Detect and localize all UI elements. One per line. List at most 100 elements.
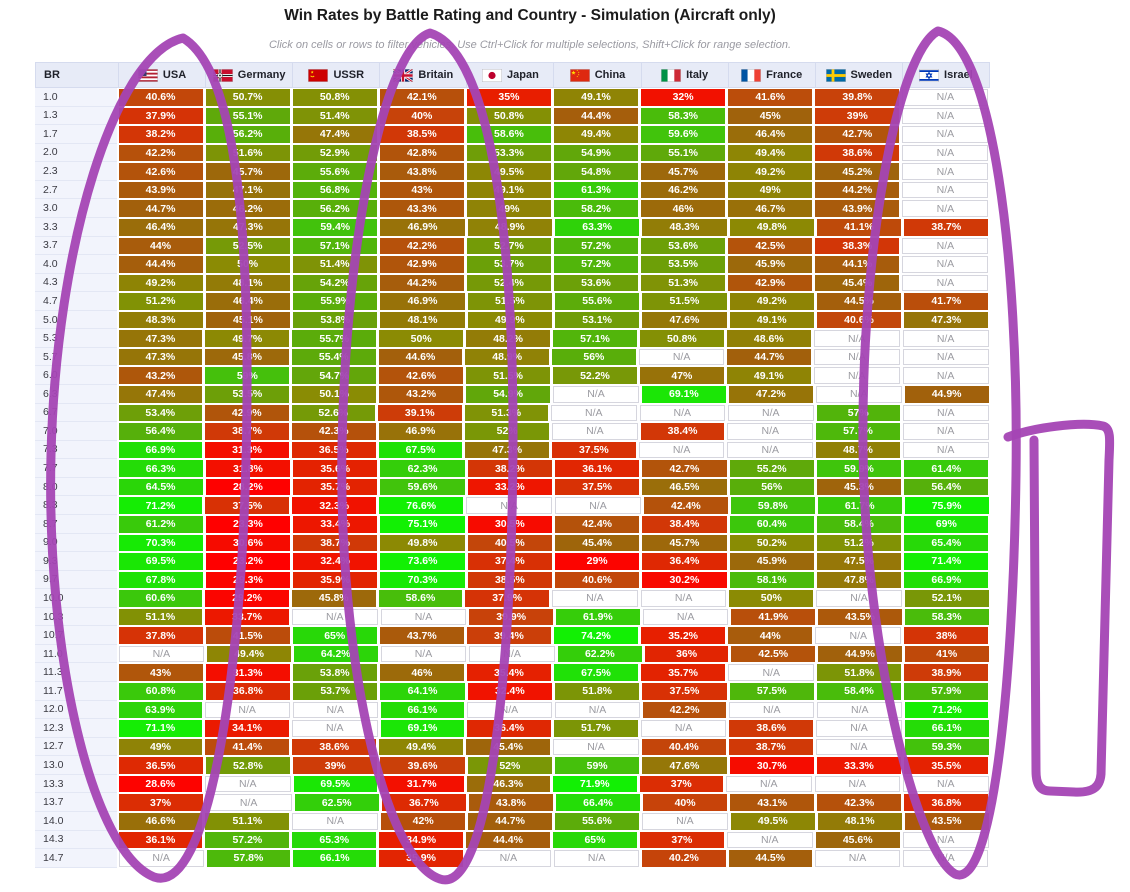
win-rate-cell-sweden-3.7[interactable]: 38.3%: [815, 237, 900, 255]
win-rate-cell-china-4.3[interactable]: 53.6%: [553, 274, 639, 292]
br-cell[interactable]: 6.3: [35, 385, 117, 404]
win-rate-cell-usa-14.0[interactable]: 46.6%: [118, 812, 203, 830]
br-cell[interactable]: 7.7: [35, 459, 117, 478]
win-rate-cell-usa-6.3[interactable]: 47.4%: [118, 386, 203, 403]
win-rate-cell-israel-2.3[interactable]: N/A: [902, 163, 989, 180]
win-rate-cell-italy-13.0[interactable]: 47.6%: [642, 757, 727, 774]
win-rate-cell-italy-12.3[interactable]: N/A: [640, 720, 727, 737]
win-rate-cell-japan-4.3[interactable]: 52.4%: [466, 274, 551, 292]
win-rate-cell-britain-11.3[interactable]: 46%: [379, 664, 464, 681]
win-rate-cell-italy-2.3[interactable]: 45.7%: [641, 163, 726, 180]
win-rate-cell-sweden-5.7[interactable]: N/A: [814, 348, 900, 366]
win-rate-cell-israel-5.3[interactable]: N/A: [902, 330, 989, 347]
win-rate-cell-sweden-12.0[interactable]: N/A: [817, 701, 903, 719]
win-rate-cell-france-8.7[interactable]: 60.4%: [729, 515, 814, 533]
win-rate-cell-ussr-12.0[interactable]: N/A: [292, 701, 378, 719]
win-rate-cell-china-10.7[interactable]: 74.2%: [553, 627, 639, 644]
win-rate-cell-israel-3.3[interactable]: 38.7%: [904, 218, 989, 236]
column-header-germany[interactable]: Germany: [205, 63, 292, 87]
br-cell[interactable]: 2.0: [35, 143, 117, 163]
win-rate-cell-israel-4.7[interactable]: 41.7%: [904, 293, 989, 310]
win-rate-cell-britain-9.7[interactable]: 70.3%: [380, 571, 465, 589]
win-rate-cell-japan-8.3[interactable]: N/A: [466, 497, 553, 514]
win-rate-cell-usa-10.0[interactable]: 60.6%: [118, 590, 203, 607]
win-rate-cell-china-10.3[interactable]: 61.9%: [556, 608, 640, 626]
win-rate-cell-germany-5.3[interactable]: 49.7%: [205, 330, 290, 347]
win-rate-cell-britain-12.7[interactable]: 49.4%: [379, 738, 464, 756]
win-rate-cell-britain-14.0[interactable]: 42%: [381, 812, 466, 830]
win-rate-cell-britain-1.3[interactable]: 40%: [379, 107, 464, 125]
win-rate-cell-france-5.3[interactable]: 48.6%: [726, 330, 811, 347]
win-rate-cell-sweden-4.3[interactable]: 45.4%: [815, 274, 900, 292]
win-rate-cell-usa-4.0[interactable]: 44.4%: [118, 256, 203, 273]
win-rate-cell-germany-11.3[interactable]: 31.3%: [205, 664, 290, 681]
win-rate-cell-usa-2.3[interactable]: 42.6%: [118, 163, 203, 180]
win-rate-cell-italy-12.7[interactable]: 40.4%: [641, 738, 726, 756]
win-rate-cell-israel-1.7[interactable]: N/A: [902, 126, 989, 143]
win-rate-cell-germany-5.0[interactable]: 45.1%: [205, 311, 291, 329]
win-rate-cell-germany-12.3[interactable]: 34.1%: [205, 720, 289, 737]
win-rate-cell-china-1.3[interactable]: 44.4%: [553, 107, 639, 125]
win-rate-cell-japan-14.0[interactable]: 44.7%: [468, 812, 553, 830]
win-rate-cell-sweden-13.3[interactable]: N/A: [814, 775, 900, 793]
win-rate-cell-israel-3.7[interactable]: N/A: [902, 237, 989, 255]
br-cell[interactable]: 12.7: [35, 737, 117, 757]
win-rate-cell-sweden-3.3[interactable]: 41.1%: [816, 218, 902, 236]
win-rate-cell-germany-14.3[interactable]: 57.2%: [205, 831, 290, 849]
win-rate-cell-italy-2.0[interactable]: 55.1%: [641, 144, 726, 162]
win-rate-cell-ussr-14.3[interactable]: 65.3%: [292, 831, 377, 849]
win-rate-cell-italy-8.7[interactable]: 38.4%: [642, 515, 727, 533]
win-rate-cell-ussr-3.0[interactable]: 56.2%: [292, 200, 377, 217]
win-rate-cell-britain-6.7[interactable]: 39.1%: [378, 404, 462, 422]
win-rate-cell-china-6.7[interactable]: N/A: [551, 404, 637, 422]
win-rate-cell-france-6.3[interactable]: 47.2%: [728, 386, 813, 403]
win-rate-cell-france-6.0[interactable]: 49.1%: [726, 367, 811, 384]
br-row-11.3[interactable]: 11.3 43% 31.3% 53.8% 46% 35.4% 67.5% 35.7% N/A 51…: [35, 663, 990, 682]
win-rate-cell-france-14.7[interactable]: 44.5%: [728, 850, 812, 867]
win-rate-cell-israel-6.7[interactable]: N/A: [903, 404, 989, 422]
win-rate-cell-china-5.7[interactable]: 56%: [552, 348, 636, 366]
win-rate-cell-china-14.3[interactable]: 65%: [553, 831, 637, 849]
win-rate-cell-france-1.7[interactable]: 46.4%: [728, 126, 813, 143]
win-rate-cell-usa-4.7[interactable]: 51.2%: [118, 293, 203, 310]
win-rate-cell-ussr-12.7[interactable]: 38.6%: [292, 738, 377, 756]
win-rate-cell-japan-5.0[interactable]: 49.9%: [467, 311, 552, 329]
br-cell[interactable]: 4.3: [35, 273, 117, 293]
br-row-1.7[interactable]: 1.7 38.2% 56.2% 47.4% 38.5% 58.6% 49.4% 59.6% 46…: [35, 125, 990, 144]
win-rate-cell-britain-4.7[interactable]: 46.9%: [380, 293, 465, 310]
win-rate-cell-sweden-7.7[interactable]: 59.9%: [816, 460, 902, 477]
win-rate-cell-usa-13.0[interactable]: 36.5%: [118, 757, 203, 774]
win-rate-cell-japan-9.0[interactable]: 40.5%: [467, 534, 552, 552]
win-rate-cell-israel-8.3[interactable]: 75.9%: [904, 497, 989, 514]
win-rate-cell-sweden-8.3[interactable]: 61.7%: [817, 497, 902, 514]
win-rate-cell-france-11.7[interactable]: 57.5%: [729, 683, 814, 700]
br-row-6.0[interactable]: 6.0 43.2% 59% 54.7% 42.6% 51.5% 52.2% 47% 49.1% N…: [35, 366, 990, 385]
win-rate-cell-germany-13.7[interactable]: N/A: [205, 794, 292, 811]
br-row-14.7[interactable]: 14.7 N/A 57.8% 66.1% 35.9% N/A N/A 40.2% 44.5% N/…: [35, 849, 990, 868]
win-rate-cell-japan-6.3[interactable]: 54.9%: [466, 386, 551, 403]
br-row-3.0[interactable]: 3.0 44.7% 46.2% 56.2% 43.3% 49% 58.2% 46% 46.7% 4…: [35, 199, 990, 218]
win-rate-cell-china-9.3[interactable]: 29%: [554, 553, 640, 570]
win-rate-cell-ussr-2.0[interactable]: 52.9%: [292, 144, 377, 162]
win-rate-cell-usa-1.0[interactable]: 40.6%: [118, 89, 203, 106]
win-rate-cell-china-14.7[interactable]: N/A: [553, 850, 640, 867]
win-rate-cell-usa-9.7[interactable]: 67.8%: [118, 571, 203, 589]
win-rate-cell-germany-9.3[interactable]: 23.2%: [205, 553, 291, 570]
win-rate-cell-japan-11.7[interactable]: 32.4%: [467, 683, 552, 700]
win-rate-cell-sweden-7.3[interactable]: 48.7%: [816, 441, 900, 459]
win-rate-cell-ussr-9.7[interactable]: 35.9%: [293, 571, 378, 589]
win-rate-cell-france-13.0[interactable]: 30.7%: [729, 757, 814, 774]
br-row-5.3[interactable]: 5.3 47.3% 49.7% 55.7% 50% 48.2% 57.1% 50.8% 48.6…: [35, 329, 990, 348]
win-rate-cell-italy-7.0[interactable]: 38.4%: [640, 423, 725, 440]
win-rate-cell-italy-11.0[interactable]: 36%: [644, 645, 729, 663]
win-rate-cell-japan-3.7[interactable]: 52.7%: [466, 237, 551, 255]
win-rate-cell-israel-9.0[interactable]: 65.4%: [904, 534, 989, 552]
win-rate-cell-israel-10.0[interactable]: 52.1%: [904, 590, 989, 607]
br-row-8.7[interactable]: 8.7 61.2% 23.3% 33.4% 75.1% 30.5% 42.4% 38.4% 60…: [35, 514, 990, 534]
win-rate-cell-britain-8.0[interactable]: 59.6%: [380, 478, 465, 496]
win-rate-cell-france-6.7[interactable]: N/A: [728, 404, 814, 422]
win-rate-cell-britain-7.3[interactable]: 67.5%: [378, 441, 463, 459]
win-rate-cell-china-8.0[interactable]: 37.5%: [554, 478, 640, 496]
br-row-6.3[interactable]: 6.3 47.4% 53.5% 50.1% 43.2% 54.9% N/A 69.1% 47.2…: [35, 385, 990, 404]
win-rate-cell-ussr-1.3[interactable]: 51.4%: [292, 107, 377, 125]
